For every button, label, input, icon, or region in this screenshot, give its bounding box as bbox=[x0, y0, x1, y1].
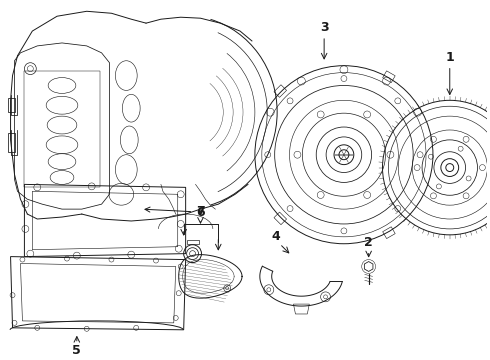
Text: 6: 6 bbox=[145, 206, 205, 219]
Text: 7: 7 bbox=[196, 204, 205, 217]
Text: 5: 5 bbox=[73, 344, 81, 357]
Circle shape bbox=[446, 163, 454, 171]
Circle shape bbox=[339, 150, 349, 160]
Text: 1: 1 bbox=[445, 51, 454, 64]
Text: 2: 2 bbox=[364, 236, 373, 249]
Text: 3: 3 bbox=[320, 21, 328, 33]
Text: 4: 4 bbox=[271, 230, 280, 243]
